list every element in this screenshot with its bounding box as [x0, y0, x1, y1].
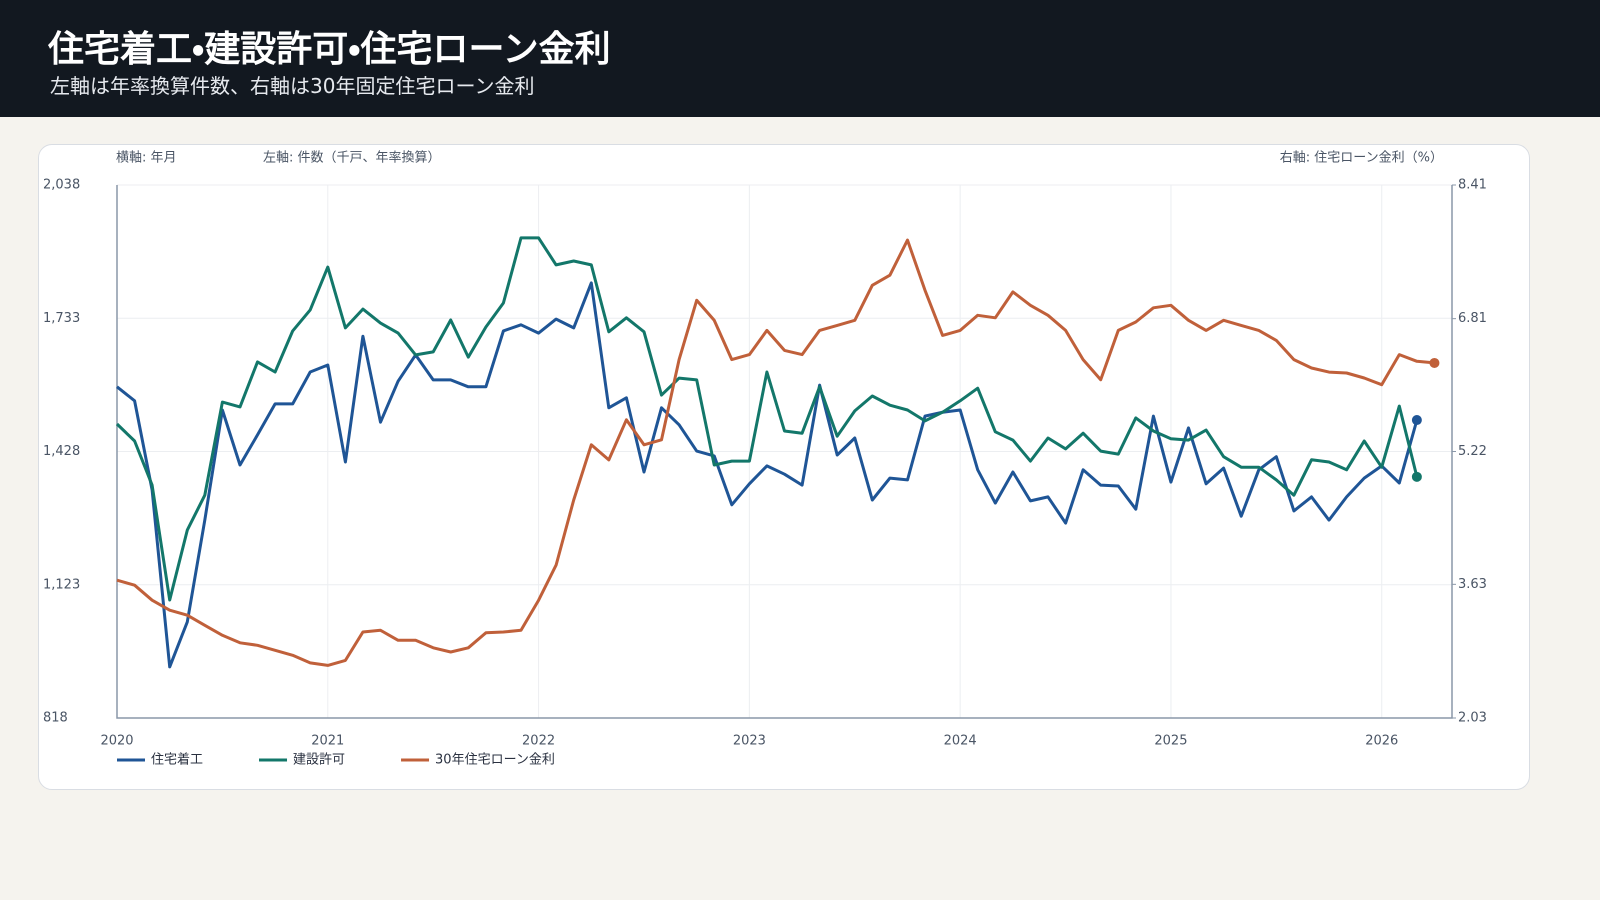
chart-card	[38, 144, 1530, 790]
legend-label: 30年住宅ローン金利	[435, 753, 555, 768]
y-tick-label: 1,733	[43, 311, 80, 326]
chart-title: 住宅着工・建設許可・住宅ローン金利	[48, 29, 611, 70]
x-tick-label: 2023	[733, 734, 766, 749]
y-tick-label: 1,428	[43, 444, 80, 459]
y2-tick-label: 3.63	[1458, 577, 1487, 592]
y-axis-label: 左軸: 件数（千戸、年率換算）	[263, 151, 441, 166]
series-line	[115, 236, 1419, 602]
y2-tick-label: 6.81	[1458, 311, 1487, 326]
legend-label: 建設許可	[293, 753, 345, 768]
y2-tick-label: 2.03	[1458, 711, 1487, 726]
header: 住宅着工・建設許可・住宅ローン金利 左軸は年率換算件数、右軸は30年固定住宅ロー…	[0, 0, 1600, 117]
x-tick-label: 2026	[1365, 734, 1398, 749]
x-tick-label: 2021	[311, 734, 344, 749]
x-tick-label: 2020	[100, 734, 133, 749]
legend-label: 住宅着工	[151, 752, 203, 768]
y2-tick-label: 8.41	[1458, 178, 1487, 193]
y-tick-label: 1,123	[43, 577, 80, 592]
y2-axis-label: 右軸: 住宅ローン金利（%）	[1280, 151, 1443, 166]
series-line	[116, 238, 1435, 667]
axis-line	[116, 185, 1453, 719]
x-tick-label: 2025	[1154, 734, 1187, 749]
end-point	[1411, 415, 1422, 426]
end-point	[1429, 357, 1440, 368]
series-line	[116, 281, 1419, 669]
y-tick-label: 818	[43, 711, 68, 726]
y2-tick-label: 5.22	[1458, 444, 1487, 459]
chart-subtitle: 左軸は年率換算件数、右軸は30年固定住宅ローン金利	[50, 74, 535, 98]
x-axis-label: 横軸: 年月	[116, 151, 177, 166]
x-tick-label: 2022	[522, 734, 555, 749]
end-point	[1411, 471, 1422, 482]
y-tick-label: 2,038	[43, 178, 80, 193]
x-tick-label: 2024	[944, 734, 977, 749]
